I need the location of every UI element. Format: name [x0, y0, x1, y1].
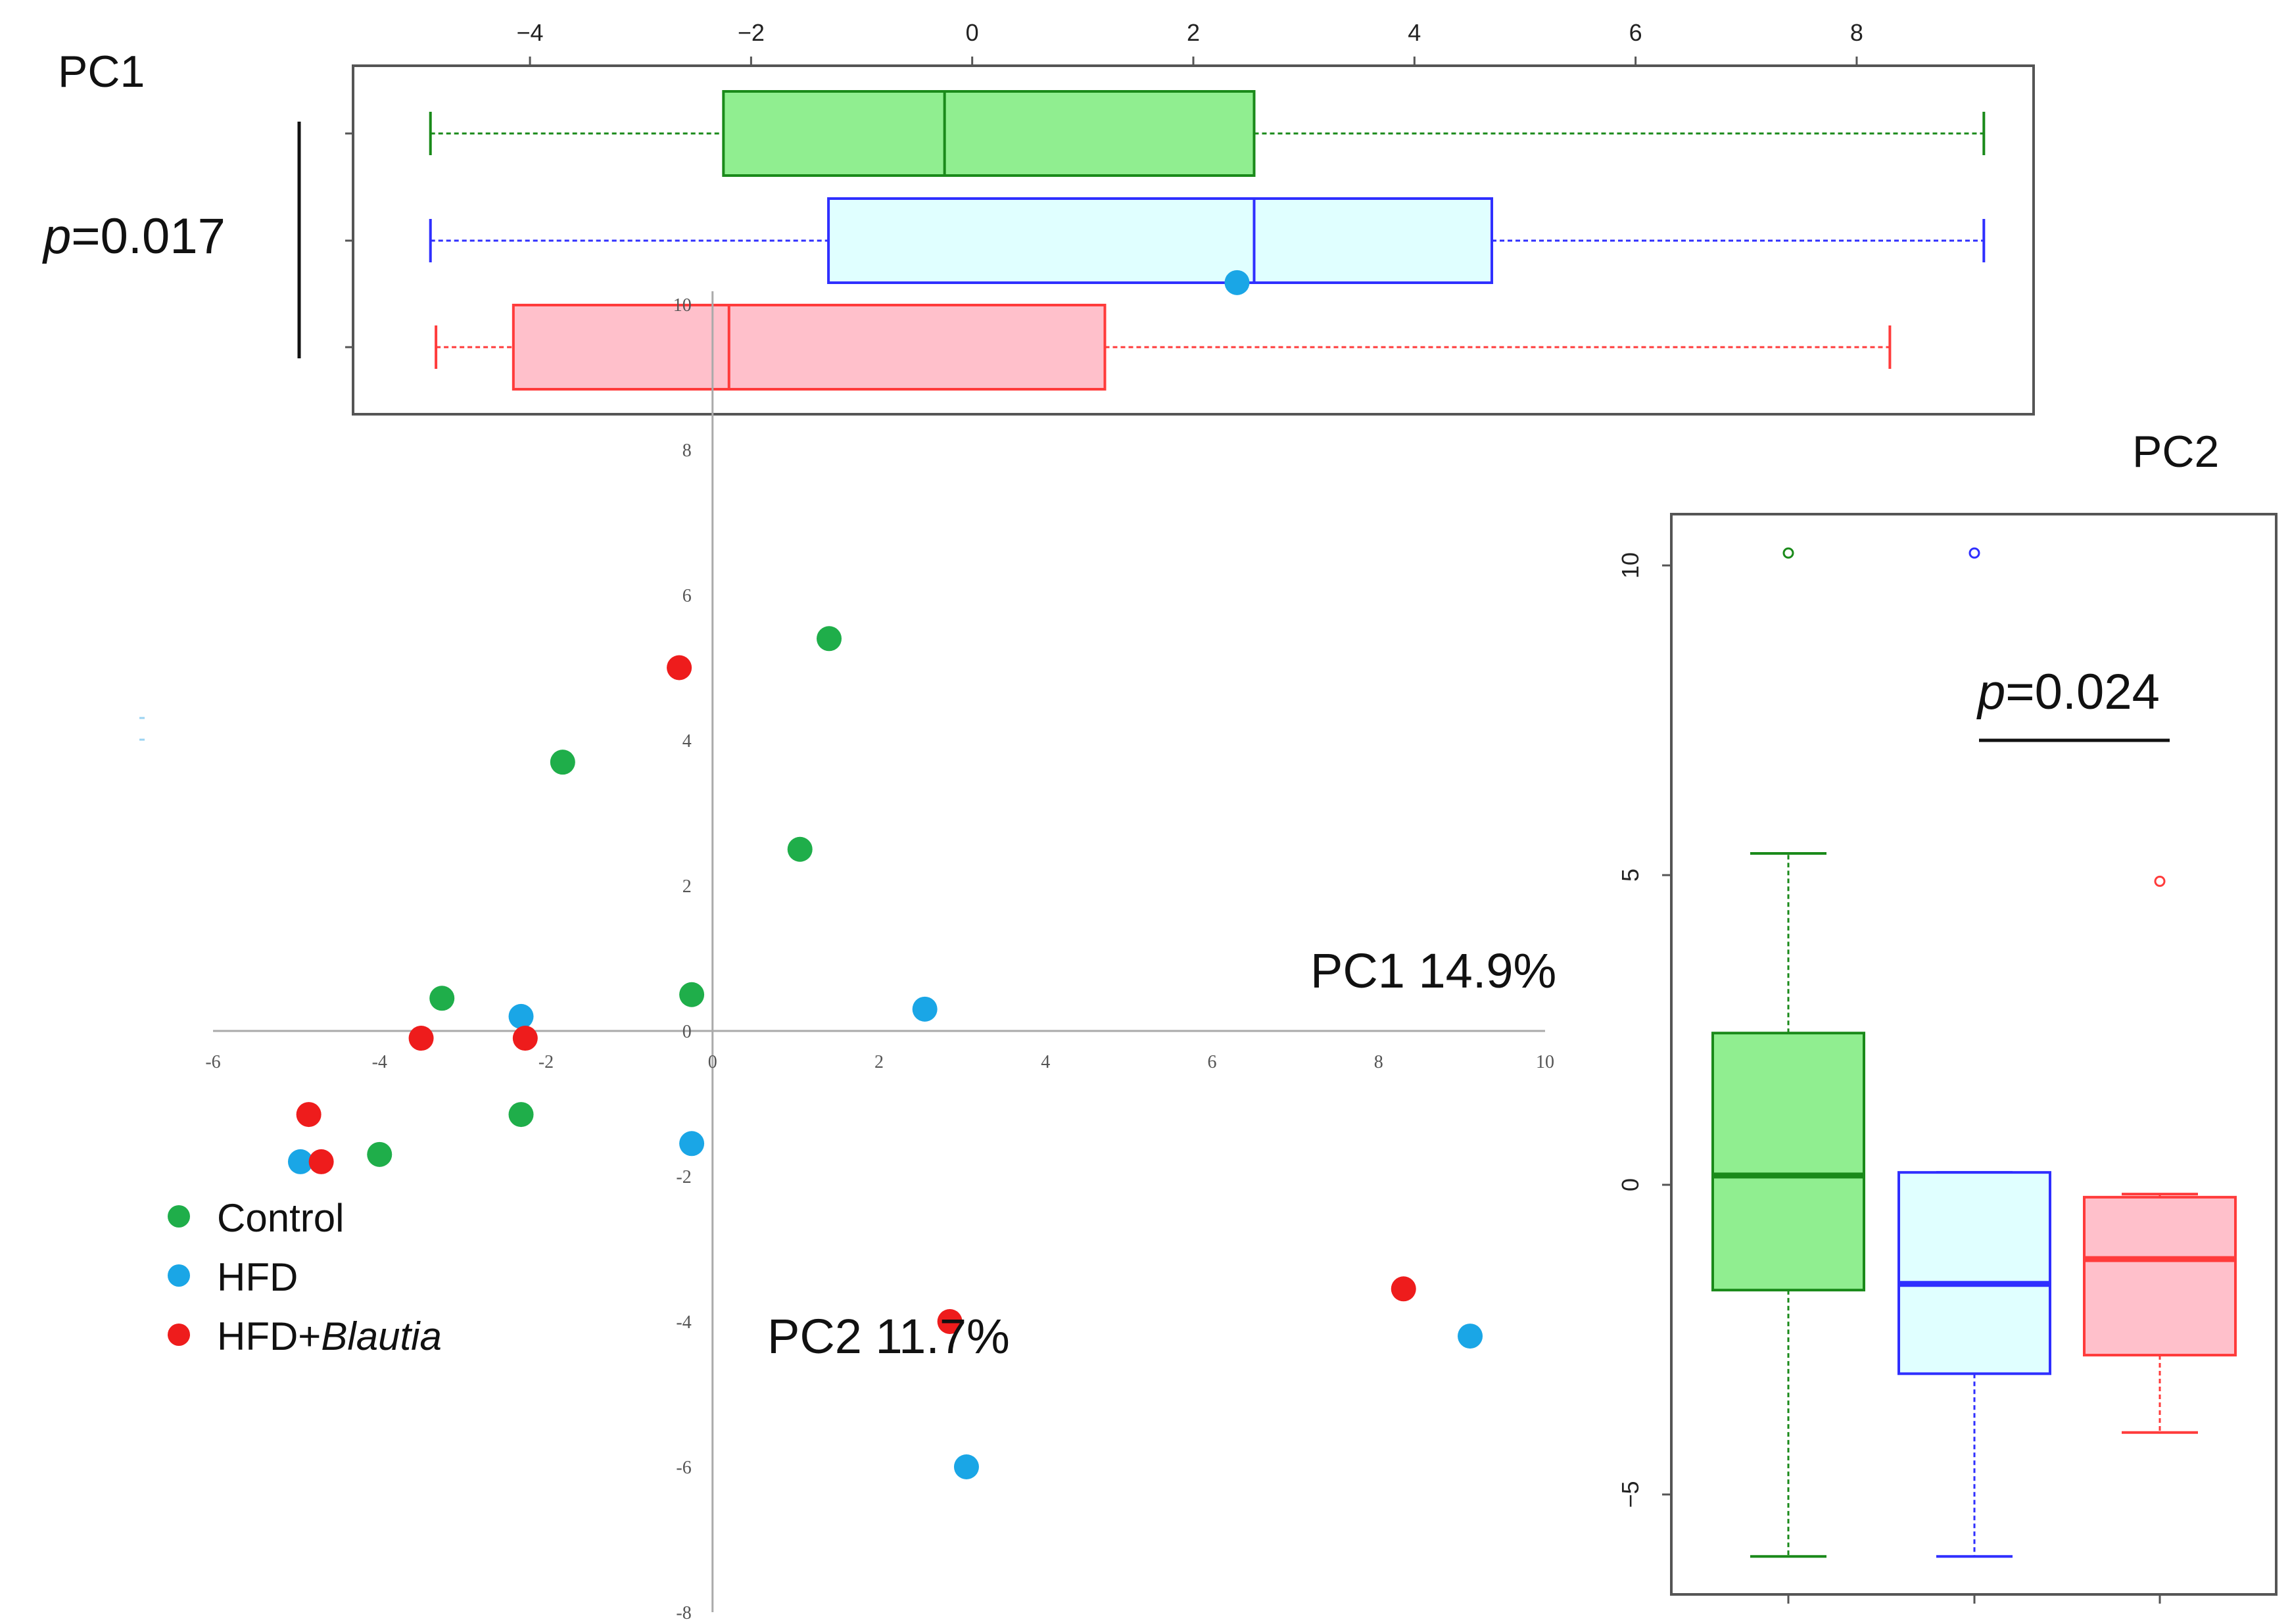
scatter-point-hfd-blautia	[667, 655, 692, 681]
scatter-x-tick-label: 2	[874, 1052, 884, 1072]
pc1-x-tick-label: 0	[966, 19, 979, 46]
scatter-y-tick-label: 8	[682, 441, 692, 461]
scatter-point-control	[429, 986, 455, 1011]
scatter-y-tick-label: 2	[682, 876, 692, 897]
pc2-pvalue-italic: p	[1976, 664, 2005, 720]
scatter-point-hfd-blautia	[1391, 1276, 1416, 1302]
pc1-boxplot: PC1 p=0.017 −4 −2 0 2 4 6 8	[42, 19, 2035, 416]
scatter-points	[287, 270, 1483, 1479]
scatter-x-tick-label: 8	[1374, 1052, 1383, 1072]
scatter-point-hfd	[1458, 1324, 1483, 1349]
scatter-point-hfd	[287, 1149, 313, 1174]
pc2-box-control	[1711, 1032, 1865, 1292]
pc1-pvalue-italic: p	[42, 208, 71, 264]
pc1-pvalue: p=0.017	[42, 208, 226, 264]
pc1-title: PC1	[58, 47, 145, 97]
scatter-point-control	[550, 750, 575, 775]
pc1-x-tick-label: −4	[517, 19, 544, 46]
pc2-outlier-hfd-blautia	[2154, 875, 2166, 887]
scatter-point-hfd-blautia	[308, 1149, 334, 1174]
scatter-point-control	[367, 1141, 393, 1167]
scatter-point-hfd-blautia	[296, 1102, 322, 1128]
pc2-boxes	[1711, 547, 2237, 1558]
legend-marker-hfd-blautia	[168, 1324, 190, 1346]
pc2-axis: −5 0 5 10	[1617, 552, 2161, 1604]
scatter-x-tick-label: -6	[205, 1052, 220, 1072]
pc1-boxes	[429, 90, 1986, 391]
legend-label-hfd-plain: HFD+	[217, 1314, 321, 1358]
scatter-ylabel: PC2 11.7%	[767, 1309, 1010, 1364]
scatter-x-tick-label: 10	[1536, 1052, 1554, 1072]
scatter-y-tick-label: -4	[676, 1312, 691, 1333]
legend-label-control: Control	[217, 1196, 344, 1240]
scatter-point-hfd	[508, 1003, 534, 1029]
scatter-y-tick-label: 0	[682, 1022, 692, 1042]
pca-scatter: -6 -4 -2 0 2 4 6 8 10 -8 -6 -4 -2 0 2 4 6 8 10 PC1 14.9% P…	[139, 270, 1556, 1623]
scatter-x-tick-label: 0	[708, 1052, 717, 1072]
scatter-point-control	[508, 1102, 534, 1128]
pc1-pvalue-rest: =0.017	[71, 208, 226, 264]
scatter-point-control	[817, 626, 842, 652]
scatter-y-tick-label: -6	[676, 1458, 691, 1478]
pc1-x-tick-label: 4	[1408, 19, 1421, 46]
scatter-y-tick-label: 10	[673, 295, 692, 316]
scatter-y-tick-label: -2	[676, 1167, 691, 1187]
scatter-xlabel: PC1 14.9%	[1310, 943, 1556, 998]
scatter-point-hfd-blautia	[937, 1309, 963, 1334]
scatter-point-control	[787, 836, 813, 862]
pc2-y-tick-label: 0	[1617, 1178, 1644, 1191]
pc2-y-tick-label: 10	[1617, 552, 1644, 579]
pc2-y-tick-label: −5	[1617, 1481, 1644, 1508]
scatter-point-hfd	[679, 1131, 705, 1157]
pc1-x-tick-label: 2	[1187, 19, 1200, 46]
scatter-axes: -6 -4 -2 0 2 4 6 8 10 -8 -6 -4 -2 0 2 4 6 8 10	[205, 291, 1554, 1623]
pc2-box-hfd-blautia	[2083, 1195, 2237, 1357]
scatter-y-tick-label: 4	[682, 731, 692, 752]
scatter-x-tick-label: -4	[372, 1052, 387, 1072]
pc1-box-hfd-blautia	[512, 304, 1107, 391]
pc1-x-tick-label: 8	[1850, 19, 1863, 46]
pc1-box-hfd	[827, 197, 1494, 284]
pc1-x-tick-label: −2	[738, 19, 765, 46]
scatter-x-tick-label: 6	[1208, 1052, 1217, 1072]
pc1-box-control	[722, 90, 1256, 177]
pc1-axis: −4 −2 0 2 4 6 8	[345, 19, 1863, 348]
scatter-point-hfd	[953, 1454, 979, 1479]
pc2-box-hfd	[1897, 1171, 2051, 1375]
scatter-point-hfd	[1224, 270, 1250, 295]
pc2-y-tick-label: 5	[1617, 869, 1644, 882]
scatter-point-hfd-blautia	[408, 1026, 434, 1051]
scatter-point-control	[679, 982, 705, 1007]
pc2-pvalue-rest: =0.024	[2005, 664, 2160, 720]
scatter-y-tick-label: 6	[682, 586, 692, 606]
legend-marker-control	[168, 1205, 190, 1228]
scatter-legend: Control HFD HFD+Blautia	[168, 1196, 442, 1358]
legend-label-blautia-italic: Blautia	[321, 1314, 441, 1358]
scatter-y-tick-label: -8	[676, 1603, 691, 1623]
pc2-outlier-control	[1782, 547, 1794, 559]
pc2-title: PC2	[2132, 427, 2219, 477]
pc2-boxplot: PC2 −5 0 5 10 p=0.024	[1617, 427, 2278, 1604]
scatter-x-tick-label: -2	[538, 1052, 554, 1072]
pc1-x-tick-label: 6	[1629, 19, 1642, 46]
legend-marker-hfd	[168, 1264, 190, 1287]
legend-label-hfd-blautia: HFD+Blautia	[217, 1314, 442, 1358]
legend-label-hfd: HFD	[217, 1255, 298, 1299]
scatter-point-hfd-blautia	[512, 1026, 538, 1051]
scatter-point-hfd	[912, 996, 938, 1022]
pc2-outlier-hfd	[1968, 547, 1980, 559]
pc2-pvalue: p=0.024	[1976, 664, 2160, 720]
scatter-x-tick-label: 4	[1041, 1052, 1050, 1072]
